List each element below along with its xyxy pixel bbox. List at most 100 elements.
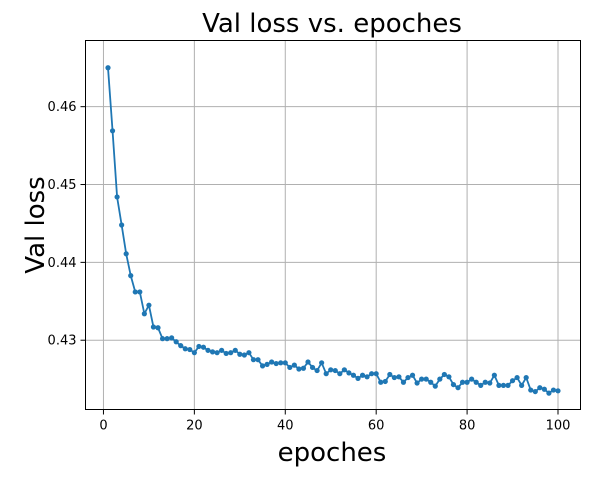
data-point [469, 377, 474, 382]
data-point [551, 387, 556, 392]
chart-title: Val loss vs. epoches [202, 9, 462, 39]
data-point [192, 350, 197, 355]
data-point [396, 374, 401, 379]
x-tick-label: 60 [368, 419, 385, 434]
data-point [301, 366, 306, 371]
data-point [510, 378, 515, 383]
data-point [355, 376, 360, 381]
data-point [183, 346, 188, 351]
data-point [383, 379, 388, 384]
y-axis-label: Val loss [21, 176, 51, 273]
data-point [155, 325, 160, 330]
data-point [410, 373, 415, 378]
data-point [151, 324, 156, 329]
data-point [446, 374, 451, 379]
data-point [119, 222, 124, 227]
data-point [237, 352, 242, 357]
data-point [514, 375, 519, 380]
data-point [105, 65, 110, 70]
data-point [160, 336, 165, 341]
data-point [114, 194, 119, 199]
data-point [246, 350, 251, 355]
x-tick-label: 20 [186, 419, 203, 434]
series-line-layer [105, 65, 560, 396]
data-point [419, 377, 424, 382]
data-point [333, 368, 338, 373]
data-point [487, 380, 492, 385]
data-point [464, 380, 469, 385]
y-tick-label: 0.45 [48, 178, 77, 193]
data-point [351, 373, 356, 378]
data-point [133, 289, 138, 294]
data-point [528, 387, 533, 392]
data-point [542, 387, 547, 392]
data-point [142, 311, 147, 316]
data-point [405, 375, 410, 380]
data-point [255, 357, 260, 362]
data-point [360, 373, 365, 378]
x-tick-label: 40 [277, 419, 294, 434]
y-tick-label: 0.46 [48, 100, 77, 115]
data-point [319, 360, 324, 365]
data-point [269, 359, 274, 364]
data-point [228, 350, 233, 355]
data-point [224, 351, 229, 356]
data-point [401, 380, 406, 385]
data-point [233, 348, 238, 353]
data-point [387, 372, 392, 377]
series-line [108, 68, 558, 393]
x-tick-label: 80 [459, 419, 476, 434]
x-tick-label: 100 [546, 419, 571, 434]
data-point [201, 345, 206, 350]
data-point [533, 389, 538, 394]
data-point [492, 373, 497, 378]
data-point [219, 348, 224, 353]
data-point [187, 347, 192, 352]
grid-lines [86, 41, 581, 410]
data-point [205, 348, 210, 353]
data-point [174, 339, 179, 344]
plot-frame [86, 41, 581, 410]
data-point [505, 383, 510, 388]
data-point [214, 350, 219, 355]
data-point [474, 380, 479, 385]
data-point [537, 385, 542, 390]
data-point [428, 380, 433, 385]
data-point [433, 384, 438, 389]
data-point [524, 375, 529, 380]
data-point [374, 371, 379, 376]
data-point [424, 377, 429, 382]
y-tick-label: 0.44 [48, 256, 77, 271]
data-point [460, 380, 465, 385]
data-point [378, 380, 383, 385]
data-point [305, 359, 310, 364]
data-point [124, 251, 129, 256]
data-point [342, 367, 347, 372]
data-point [455, 385, 460, 390]
data-point [346, 370, 351, 375]
data-point [478, 383, 483, 388]
data-point [292, 363, 297, 368]
data-point [546, 391, 551, 396]
data-point [260, 363, 265, 368]
data-point [501, 383, 506, 388]
x-axis-label: epoches [278, 438, 387, 468]
data-point [283, 360, 288, 365]
data-point [364, 374, 369, 379]
data-point [496, 383, 501, 388]
x-tick-label: 0 [99, 419, 107, 434]
data-point [137, 289, 142, 294]
data-point [519, 383, 524, 388]
data-point [251, 357, 256, 362]
data-point [328, 367, 333, 372]
data-point [483, 380, 488, 385]
y-tick-label: 0.43 [48, 334, 77, 349]
data-point [164, 336, 169, 341]
data-point [128, 273, 133, 278]
data-point [264, 362, 269, 367]
data-point [442, 372, 447, 377]
data-point [451, 382, 456, 387]
data-point [178, 343, 183, 348]
data-point [242, 352, 247, 357]
